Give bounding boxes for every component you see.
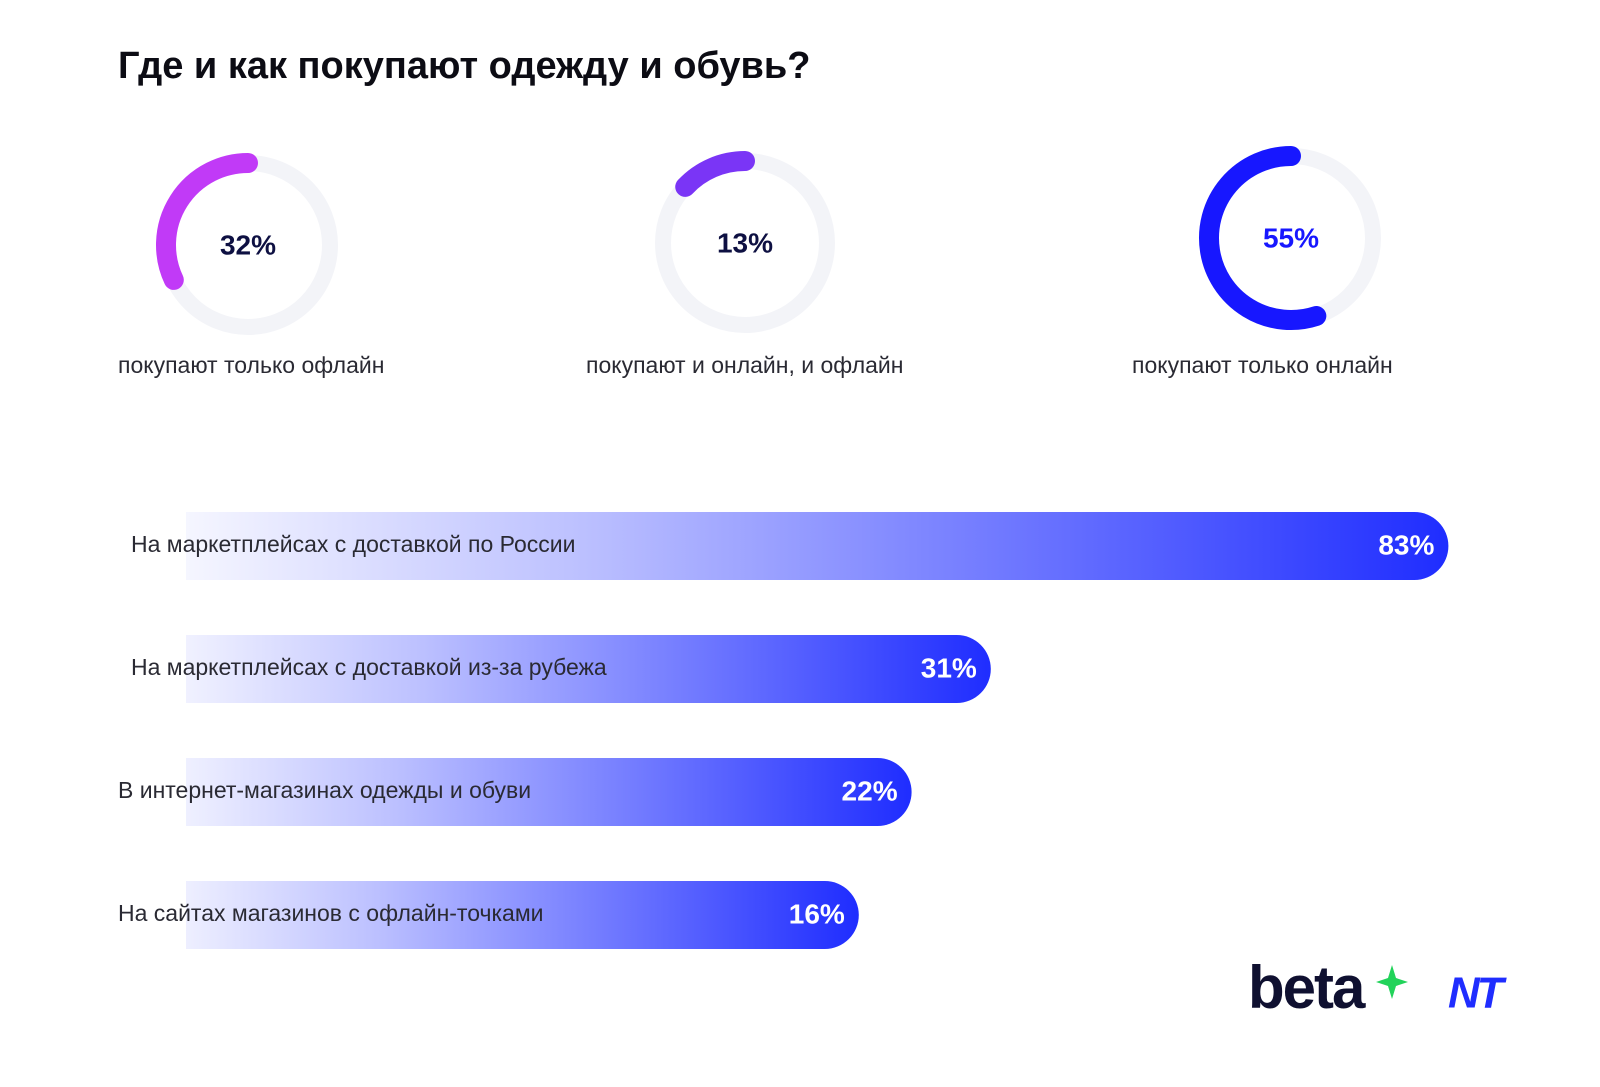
donut-value-label: 32% (220, 229, 276, 260)
bar (118, 881, 859, 949)
donut-arc (1199, 146, 1327, 330)
bar-left-fill (118, 881, 186, 949)
bar-category-label: В интернет-магазинах одежды и обуви (118, 777, 531, 803)
bar (118, 758, 912, 826)
donut-caption: покупают и онлайн, и офлайн (586, 352, 903, 378)
bar-value-label: 31% (921, 652, 977, 683)
bar (118, 635, 991, 703)
bar-left-fill (118, 635, 186, 703)
donut-arc (156, 153, 258, 290)
bar-left-fill (118, 758, 186, 826)
beta-logo: beta (1248, 954, 1366, 1021)
bar-value-label: 83% (1378, 529, 1434, 560)
donut-value-label: 55% (1263, 222, 1319, 253)
donut-arc (675, 151, 755, 197)
title: Где и как покупают одежду и обувь? (118, 45, 810, 87)
donut-caption: покупают только офлайн (118, 352, 384, 378)
bar-value-label: 22% (842, 775, 898, 806)
donut-caption: покупают только онлайн (1132, 352, 1393, 378)
nt-logo: NT (1448, 969, 1507, 1018)
bar-category-label: На сайтах магазинов с офлайн-точками (118, 900, 544, 926)
bar-category-label: На маркетплейсах с доставкой по России (131, 531, 575, 557)
donut-value-label: 13% (717, 227, 773, 258)
bar (118, 512, 1449, 580)
bar-category-label: На маркетплейсах с доставкой из-за рубеж… (131, 654, 607, 680)
beta-star (1376, 965, 1408, 999)
bar-value-label: 16% (789, 898, 845, 929)
bar-left-fill (118, 512, 186, 580)
